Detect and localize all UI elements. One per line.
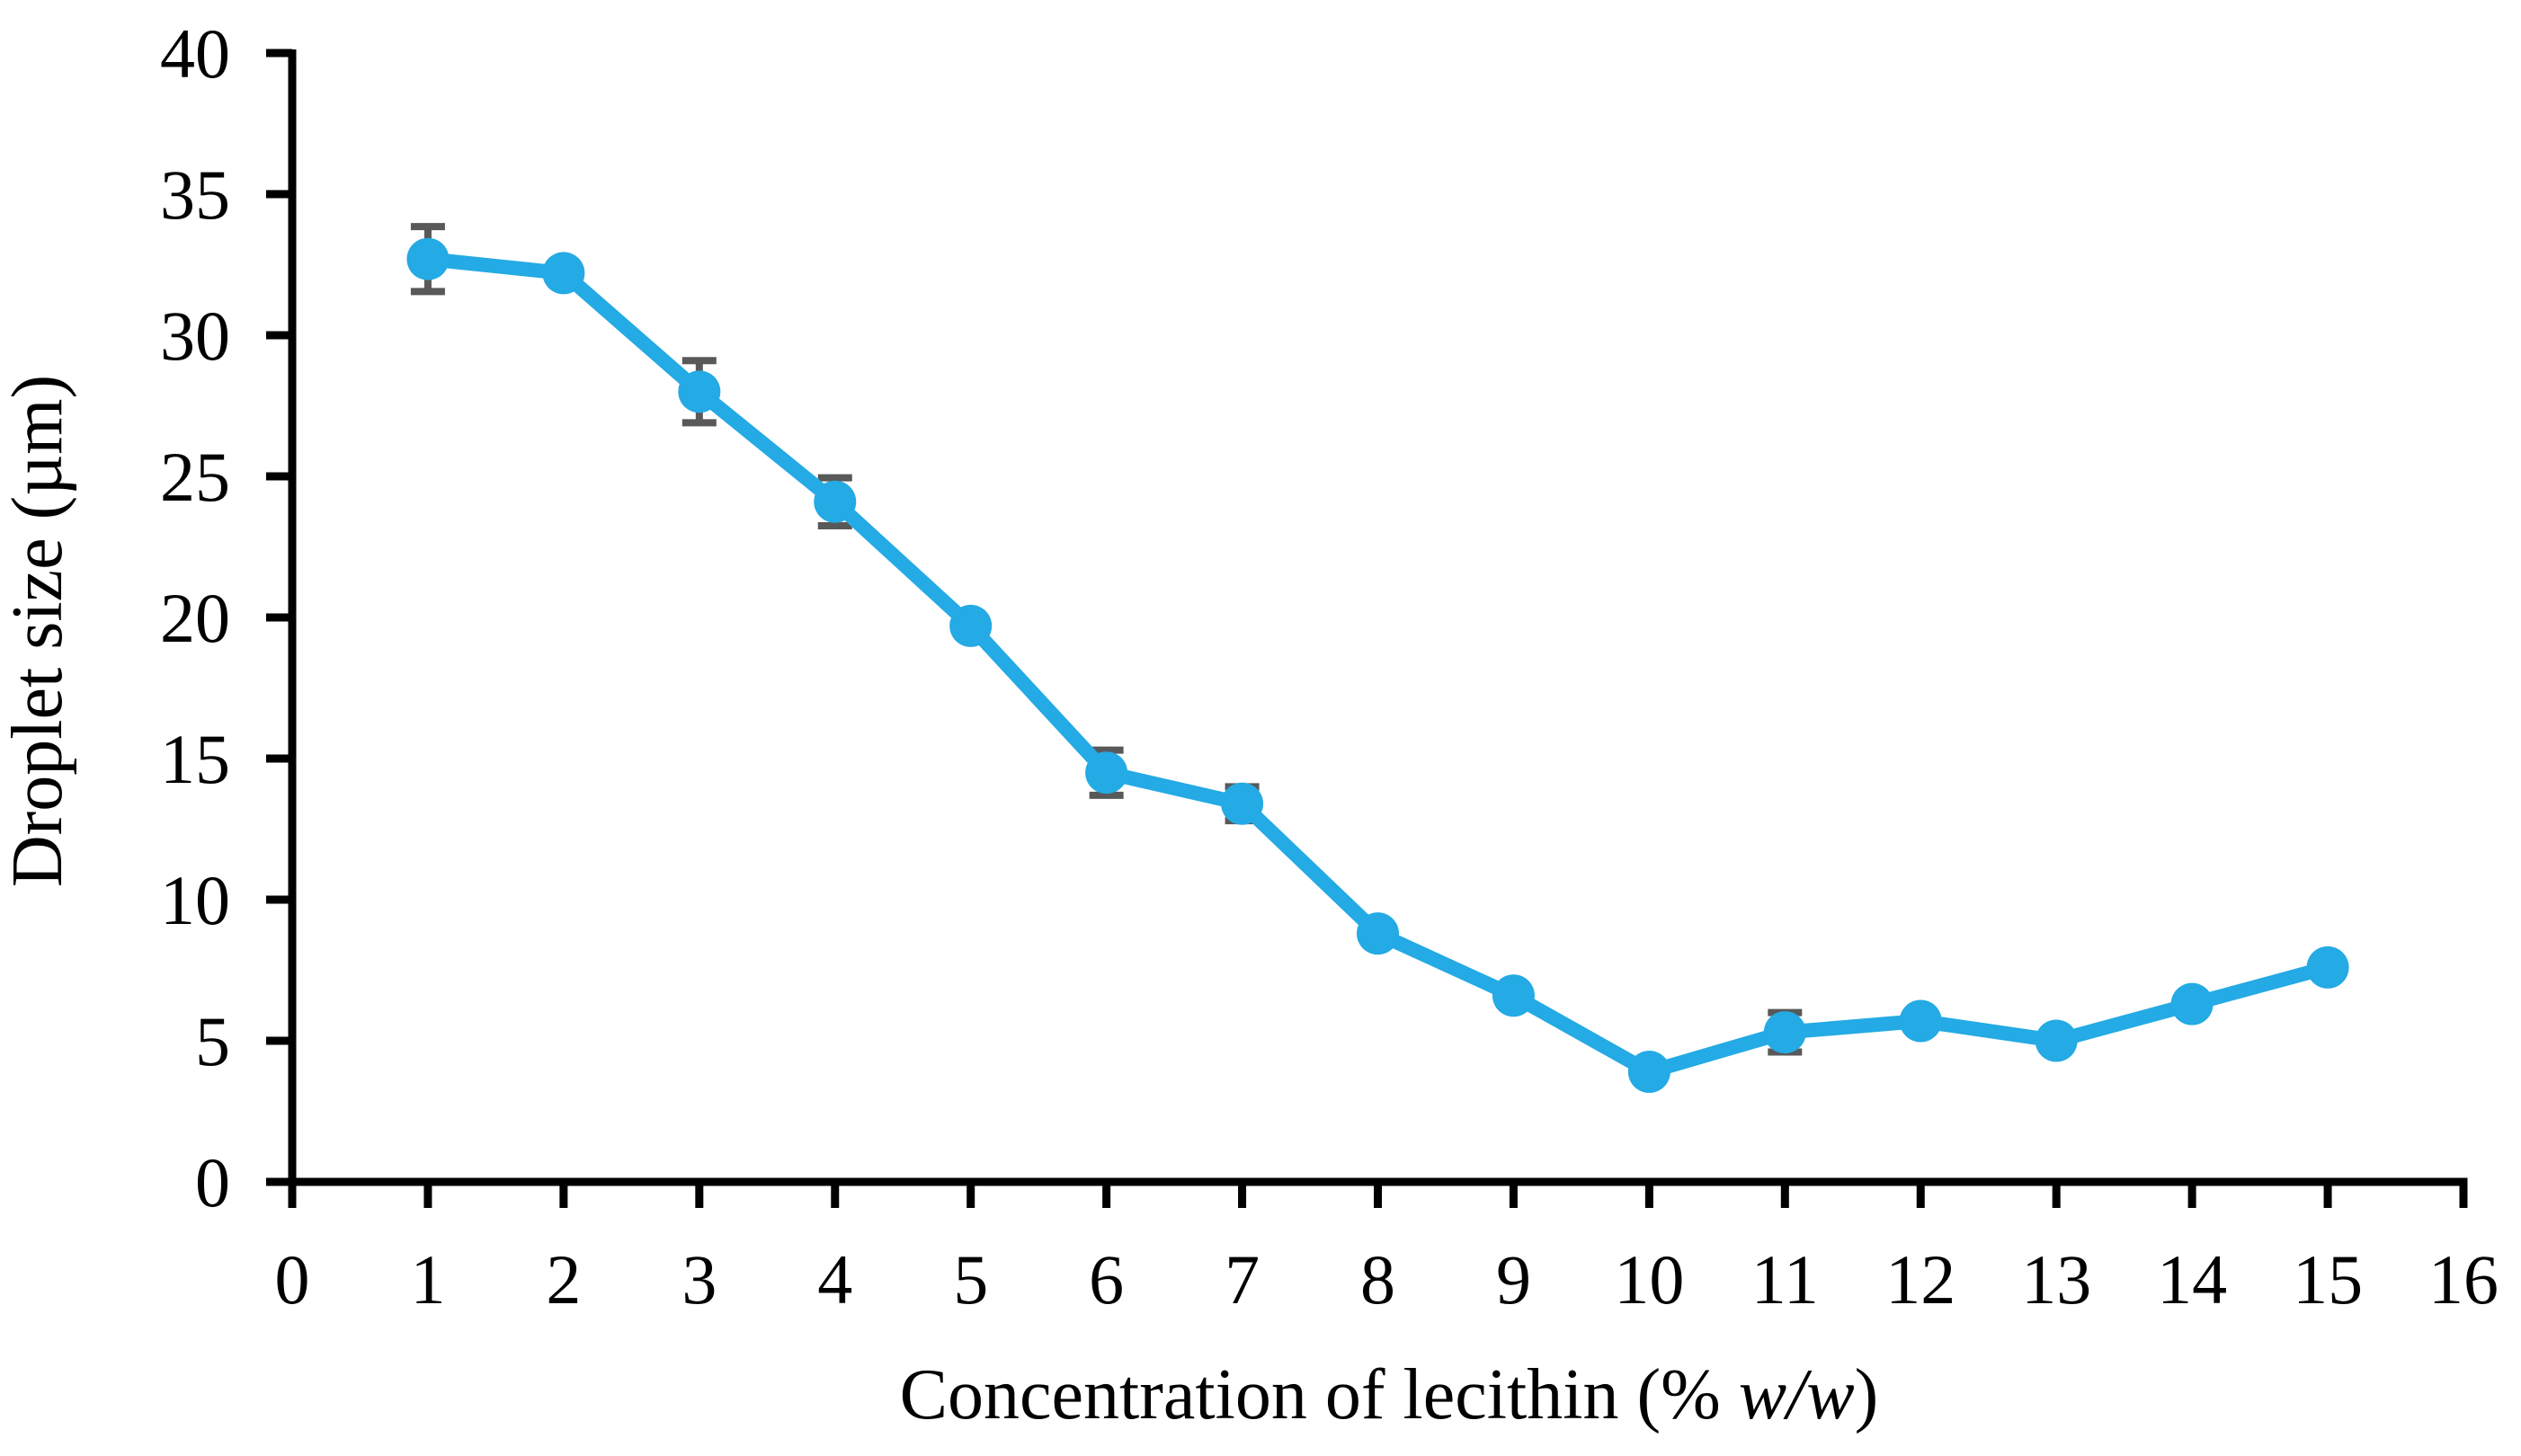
data-point-marker <box>1085 751 1128 795</box>
y-tick-label: 0 <box>195 1143 230 1221</box>
data-point-marker <box>1763 1011 1806 1054</box>
data-point-marker <box>1221 782 1264 825</box>
data-point-marker <box>678 370 721 413</box>
x-tick-label: 14 <box>2157 1240 2227 1318</box>
x-axis-title-italic: w/w <box>1739 1355 1855 1434</box>
x-tick-label: 9 <box>1496 1240 1531 1318</box>
x-tick-label: 15 <box>2293 1240 2363 1318</box>
data-point-marker <box>1357 912 1399 955</box>
x-axis-title-prefix: Concentration of lecithin (% <box>900 1355 1739 1434</box>
data-point-marker <box>406 237 450 280</box>
x-tick-label: 1 <box>410 1240 445 1318</box>
data-point-marker <box>2306 946 2349 989</box>
x-tick-label: 2 <box>546 1240 581 1318</box>
x-tick-label: 10 <box>1614 1240 1684 1318</box>
data-point-marker <box>1899 999 1942 1043</box>
x-tick-label: 8 <box>1360 1240 1395 1318</box>
y-tick-label: 30 <box>160 297 230 375</box>
y-tick-label: 5 <box>195 1002 230 1080</box>
y-tick-label: 20 <box>160 579 230 657</box>
data-point-marker <box>542 252 585 295</box>
x-tick-label: 6 <box>1089 1240 1124 1318</box>
y-axis-title: Droplet size (µm) <box>0 375 77 887</box>
y-tick-label: 40 <box>160 14 230 93</box>
data-point-marker <box>1492 974 1535 1017</box>
x-tick-label: 0 <box>275 1240 310 1318</box>
x-tick-label: 7 <box>1225 1240 1260 1318</box>
x-tick-label: 3 <box>681 1240 717 1318</box>
data-point-marker <box>814 480 857 523</box>
y-tick-label: 35 <box>160 155 230 234</box>
x-tick-label: 13 <box>2021 1240 2091 1318</box>
y-tick-label: 15 <box>160 720 230 798</box>
x-axis-title: Concentration of lecithin (% w/w) <box>900 1355 1879 1434</box>
data-point-marker <box>949 604 993 647</box>
y-tick-label: 25 <box>160 438 230 516</box>
x-tick-label: 4 <box>817 1240 852 1318</box>
y-tick-label: 10 <box>160 861 230 939</box>
x-tick-label: 16 <box>2428 1240 2499 1318</box>
x-axis-title-suffix: ) <box>1855 1355 1879 1434</box>
x-tick-label: 5 <box>953 1240 988 1318</box>
x-tick-label: 11 <box>1751 1240 1819 1318</box>
data-point-marker <box>2170 982 2214 1025</box>
data-point-marker <box>1627 1051 1670 1094</box>
data-point-marker <box>2035 1019 2078 1062</box>
x-tick-label: 12 <box>1885 1240 1955 1318</box>
